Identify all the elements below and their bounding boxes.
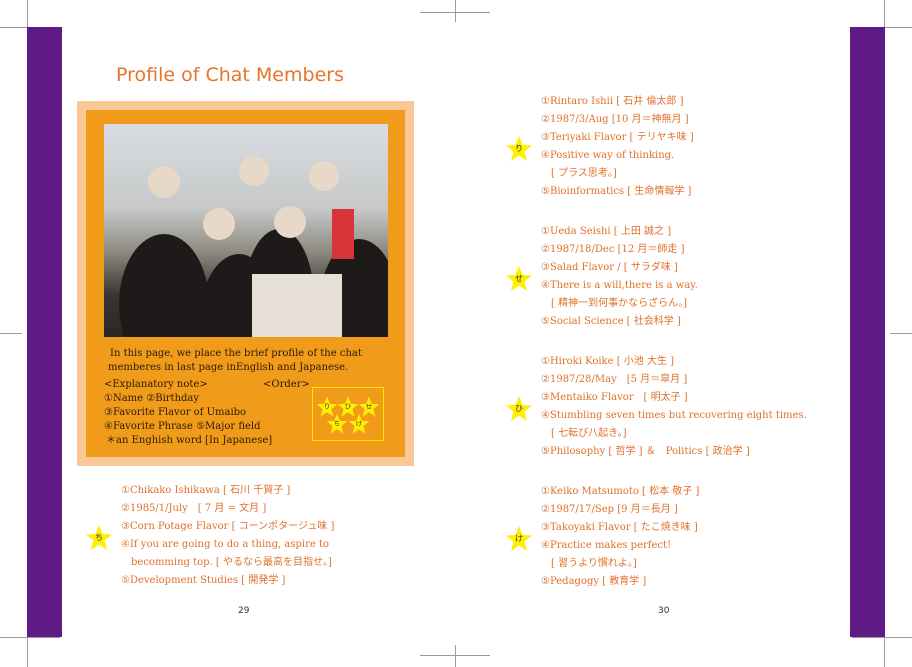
explanatory-line: ①Name ②Birthday [104,393,200,404]
crop-mark [27,607,28,667]
explanatory-label: <Explanatory note> [104,379,208,390]
explanatory-line: ④Favorite Phrase ⑤Major field [104,421,261,432]
profile-line: [ 精神一到何事かならざらん。] [541,298,687,309]
member-profile: ①Rintaro Ishii [ 石井 倫太郎 ] ②1987/3/Aug [10… [541,93,807,201]
right-purple-band [850,27,885,637]
profile-line: ①Chikako Ishikawa [ 石川 千賀子 ] [121,485,291,496]
profile-line: ③Teriyaki Flavor [ テリヤキ味 ] [541,132,694,143]
group-photo [104,124,388,337]
star-label: ひ [344,403,352,411]
profile-line: ⑤Pedagogy [ 教育学 ] [541,576,647,587]
star-label: せ [515,274,523,283]
star-icon: り [505,135,533,163]
explanatory-line: ＊an Enghish word [In Japanese] [106,435,273,446]
star-label: せ [365,403,373,411]
page-number-right: 30 [658,606,670,616]
profile-line: ④Positive way of thinking. [541,150,675,161]
profile-line: ①Hiroki Koike [ 小池 大生 ] [541,356,675,367]
star-label: ち [95,533,103,542]
star-label: り [323,403,331,411]
profile-line: [ 習うより慣れよ。] [541,558,637,569]
profile-line: ①Rintaro Ishii [ 石井 倫太郎 ] [541,96,684,107]
intro-line: memberes in last page inEnglish and Japa… [108,362,349,373]
profile-line: ②1987/3/Aug [10 月＝神無月 ] [541,114,689,125]
order-box [312,387,384,441]
profile-line: [ 七転び八起き。] [541,428,627,439]
star-icon: け [348,413,370,435]
star-icon: り [316,396,338,418]
profile-line: ④Stumbling seven times but recovering ei… [541,410,807,421]
page-title: Profile of Chat Members [116,64,344,86]
explanatory-line: ③Favorite Flavor of Umaibo [104,407,247,418]
profile-line: ⑤Social Science [ 社会科学 ] [541,316,681,327]
star-label: け [515,534,523,543]
member-profile: ①Keiko Matsumoto [ 松本 敬子 ] ②1987/17/Sep [… [541,483,807,591]
profile-line: ③Mentaiko Flavor [ 明太子 ] [541,392,688,403]
member-list-right: ①Rintaro Ishii [ 石井 倫太郎 ] ②1987/3/Aug [10… [541,93,807,591]
member-profile: ①Ueda Seishi [ 上田 誠之 ] ②1987/18/Dec [12 月… [541,223,807,331]
crop-mark [420,655,490,656]
crop-mark [420,12,490,13]
star-label: り [515,144,523,153]
crop-mark [455,0,456,22]
profile-line: ②1987/28/May [5 月＝皐月 ] [541,374,688,385]
profile-line: ⑤Philosophy [ 哲学 ] ＆ Politics [ 政治学 ] [541,446,750,457]
left-purple-band [27,27,62,637]
member-profile: ①Hiroki Koike [ 小池 大生 ] ②1987/28/May [5 月… [541,353,807,461]
crop-mark [852,637,912,638]
star-icon: せ [505,265,533,293]
star-icon: け [505,525,533,553]
profile-line: ④There is a will,there is a way. [541,280,698,291]
order-label: <Order> [263,379,310,390]
profile-line: ①Keiko Matsumoto [ 松本 敬子 ] [541,486,700,497]
profile-line: ⑤Development Studies [ 開発学 ] [121,575,286,586]
profile-line: ③Salad Flavor / [ サラダ味 ] [541,262,678,273]
crop-mark [455,645,456,667]
star-icon: ひ [505,395,533,423]
crop-mark [0,637,60,638]
star-label: け [355,420,363,428]
profile-line: ⑤Bioinformatics [ 生命情報学 ] [541,186,692,197]
profile-line: ①Ueda Seishi [ 上田 誠之 ] [541,226,672,237]
crop-mark [884,607,885,667]
profile-line: ④If you are going to do a thing, aspire … [121,539,329,550]
member-list-left: ①Chikako Ishikawa [ 石川 千賀子 ] ②1985/1/July… [121,482,334,590]
profile-line: becomming top. [ やるなら最高を目指せ。] [121,557,332,568]
star-icon: ひ [337,396,359,418]
profile-line: [ プラス思考。] [541,168,617,179]
star-icon: せ [358,396,380,418]
member-profile: ①Chikako Ishikawa [ 石川 千賀子 ] ②1985/1/July… [121,482,334,590]
profile-line: ③Corn Potage Flavor [ コーンポタージュ味 ] [121,521,335,532]
crop-mark [890,333,912,334]
star-icon: ち [85,524,113,552]
intro-line: In this page, we place the brief profile… [110,348,362,359]
page-number-left: 29 [238,606,250,616]
profile-line: ②1987/17/Sep [9 月＝長月 ] [541,504,678,515]
profile-line: ②1987/18/Dec [12 月＝師走 ] [541,244,685,255]
star-label: ひ [515,404,523,413]
profile-line: ④Practice makes perfect! [541,540,672,551]
profile-line: ③Takoyaki Flavor [ たこ焼き味 ] [541,522,698,533]
profile-line: ②1985/1/July [ 7 月 = 文月 ] [121,503,267,514]
crop-mark [0,333,22,334]
star-icon: ち [326,413,348,435]
star-label: ち [333,420,341,428]
